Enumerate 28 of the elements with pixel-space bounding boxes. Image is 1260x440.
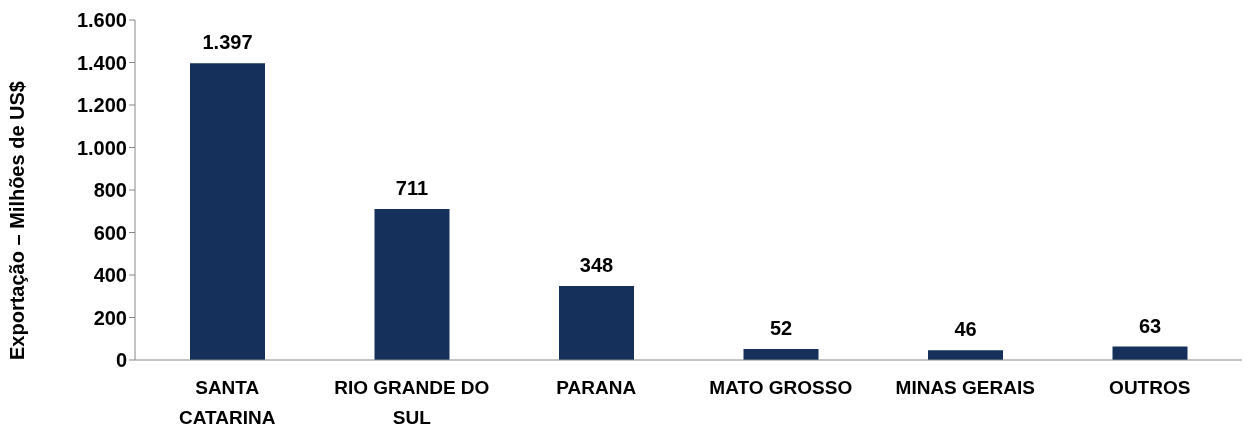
y-tick-label: 800 — [93, 179, 127, 202]
data-label: 63 — [1138, 314, 1162, 337]
data-label: 52 — [769, 316, 793, 339]
data-label: 1.397 — [202, 31, 253, 54]
x-tick-label: RIO GRANDE DO SUL — [334, 377, 490, 428]
x-tick-label: MINAS GERAIS — [895, 377, 1035, 398]
bar — [190, 63, 265, 360]
y-tick-label: 0 — [115, 349, 127, 372]
x-tick-label: PARANA — [556, 377, 637, 398]
y-tick-label: 1.600 — [76, 9, 127, 32]
y-tick-label: 1.200 — [76, 94, 127, 117]
y-tick-label: 600 — [93, 221, 127, 244]
y-tick-label: 1.400 — [76, 51, 127, 74]
y-tick-label: 200 — [93, 306, 127, 329]
y-axis-title: Exportação – Milhões de US$ — [6, 81, 29, 360]
bar — [374, 208, 450, 360]
x-tick-label: OUTROS — [1109, 377, 1191, 398]
y-tick-label: 1.000 — [76, 136, 127, 159]
x-tick-label: MATO GROSSO — [709, 377, 853, 398]
bar — [928, 350, 1003, 360]
data-label: 711 — [395, 176, 429, 199]
bar — [559, 286, 634, 360]
bar — [743, 348, 819, 360]
data-label: 348 — [579, 254, 614, 277]
data-label: 46 — [954, 318, 977, 341]
y-tick-label: 400 — [93, 264, 127, 287]
bar — [1112, 346, 1188, 360]
x-tick-label: SANTA CATARINA — [179, 377, 276, 428]
